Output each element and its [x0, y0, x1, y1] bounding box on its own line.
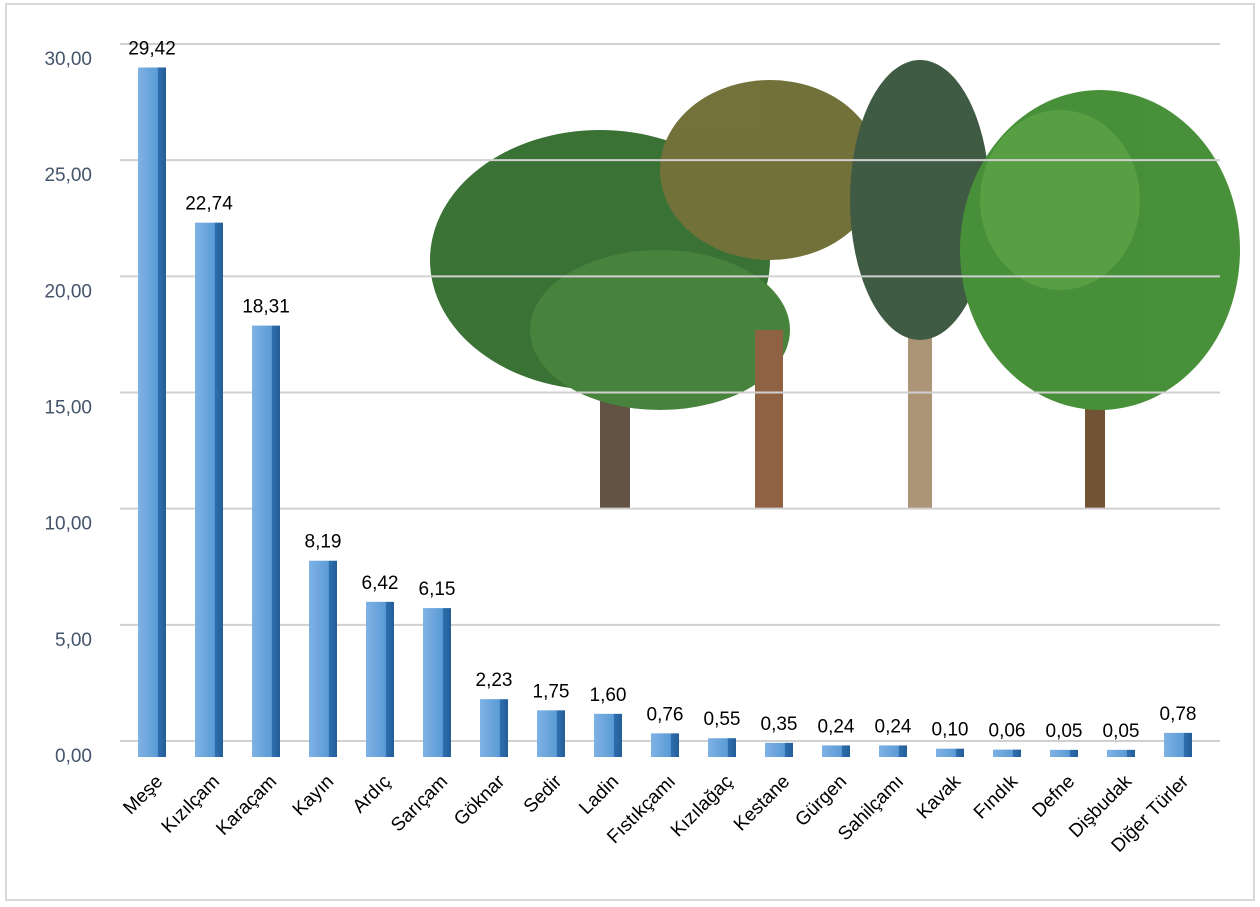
value-label: 0,05: [1046, 721, 1083, 742]
bar: [822, 745, 850, 757]
bar: [936, 748, 964, 757]
plot-area: 0,005,0010,0015,0020,0025,0030,0029,42Me…: [44, 38, 1220, 857]
value-label: 0,24: [818, 716, 855, 737]
value-label: 18,31: [242, 297, 290, 318]
bar: [765, 742, 793, 757]
y-tick-label: 25,00: [44, 165, 92, 186]
bar: [594, 713, 622, 757]
value-label: 6,42: [362, 573, 399, 594]
bar: [138, 67, 166, 757]
bar: [366, 601, 394, 757]
value-label: 0,76: [647, 704, 684, 725]
tree-decoration: [430, 60, 1240, 508]
value-label: 8,19: [305, 532, 342, 553]
bar: [423, 608, 451, 757]
bar: [651, 733, 679, 757]
value-label: 6,15: [419, 579, 456, 600]
y-tick-label: 0,00: [55, 746, 92, 767]
bar: [993, 749, 1021, 757]
value-label: 2,23: [476, 670, 513, 691]
value-label: 1,75: [533, 681, 570, 702]
bar: [309, 560, 337, 757]
bar: [537, 710, 565, 757]
value-label: 0,06: [989, 721, 1026, 742]
value-label: 1,60: [590, 685, 627, 706]
value-label: 22,74: [185, 194, 233, 215]
bar: [480, 699, 508, 757]
value-label: 0,05: [1103, 721, 1140, 742]
y-tick-label: 30,00: [44, 49, 92, 70]
bar: [708, 738, 736, 757]
y-tick-label: 10,00: [44, 514, 92, 535]
value-label: 0,24: [875, 716, 912, 737]
value-label: 0,10: [932, 720, 969, 741]
y-tick-label: 5,00: [55, 630, 92, 651]
bar: [879, 745, 907, 757]
bar: [252, 325, 280, 757]
bar: [1050, 749, 1078, 757]
bar: [1164, 732, 1192, 757]
y-tick-label: 15,00: [44, 398, 92, 419]
value-label: 0,78: [1160, 704, 1197, 725]
value-label: 29,42: [128, 38, 176, 59]
y-tick-label: 20,00: [44, 281, 92, 302]
value-label: 0,55: [704, 709, 741, 730]
value-label: 0,35: [761, 714, 798, 735]
bar: [195, 222, 223, 757]
bar: [1107, 749, 1135, 757]
